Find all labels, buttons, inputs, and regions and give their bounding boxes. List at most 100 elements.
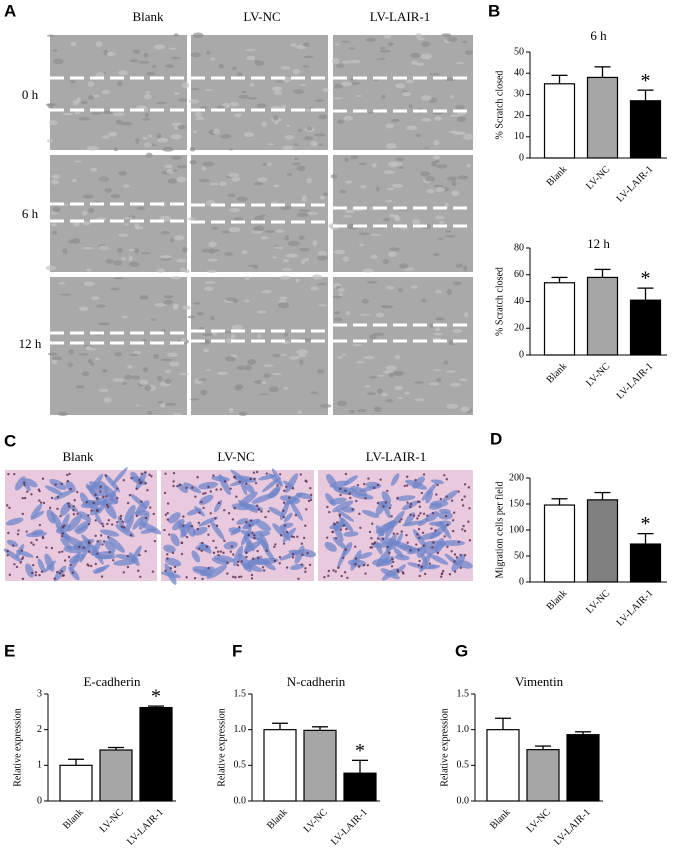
pore (116, 520, 119, 524)
cell (74, 160, 82, 163)
cell (204, 281, 216, 284)
pore (201, 577, 204, 581)
cell (279, 550, 302, 561)
cell (420, 171, 431, 177)
cell (302, 65, 310, 68)
pore (344, 472, 348, 476)
cell (362, 268, 374, 273)
pore (463, 483, 467, 486)
chart-title: E-cadherin (83, 674, 141, 689)
cell (310, 286, 319, 291)
y-tick-label: 200 (509, 472, 524, 483)
cell (432, 111, 444, 115)
pore (148, 473, 151, 476)
pore (207, 566, 210, 570)
chart-title: 6 h (590, 28, 607, 43)
x-tick-label: LV-NC (584, 164, 612, 192)
micrograph (187, 155, 329, 273)
image-bg (333, 277, 473, 415)
pore (443, 474, 446, 477)
cell (124, 223, 129, 226)
pore (214, 517, 217, 520)
cell (272, 256, 278, 259)
pore (94, 562, 97, 566)
cell (297, 212, 309, 218)
pore (200, 500, 203, 504)
pore (172, 484, 175, 488)
y-tick-label: 50 (514, 46, 524, 57)
pore (151, 570, 155, 573)
cell (345, 180, 353, 184)
pore (342, 556, 345, 559)
x-tick-label: LV-LAIR-1 (125, 807, 166, 848)
pore (386, 545, 389, 549)
cell (72, 99, 79, 106)
cell (325, 493, 336, 507)
pore (286, 530, 289, 534)
cell (322, 192, 329, 197)
cell (461, 40, 468, 44)
cell (359, 243, 364, 246)
cell (370, 254, 378, 259)
cell (156, 101, 167, 105)
cell (421, 41, 430, 48)
cell (234, 113, 242, 118)
pore (38, 523, 42, 527)
cell (420, 117, 432, 122)
pore (351, 508, 354, 511)
pore (191, 486, 194, 489)
cell (127, 364, 133, 369)
pore (99, 490, 102, 493)
cell (86, 268, 92, 272)
pore (30, 571, 34, 575)
cell (134, 223, 140, 229)
pore (173, 565, 177, 569)
pore (5, 504, 9, 507)
cell (45, 103, 58, 106)
pore (226, 572, 229, 575)
cell (382, 500, 391, 519)
cell (398, 166, 404, 170)
cell (271, 468, 283, 486)
cell (280, 66, 291, 70)
cell (156, 268, 166, 273)
pore (430, 527, 433, 530)
column-header: LV-NC (217, 449, 254, 464)
pore (467, 486, 471, 489)
cell (408, 104, 413, 108)
pore (326, 536, 329, 539)
pore (176, 484, 179, 488)
pore (262, 569, 266, 572)
pore (193, 577, 197, 580)
cell (268, 386, 279, 393)
cell (52, 356, 63, 361)
pore (122, 478, 125, 482)
pore (85, 500, 88, 504)
cell (443, 360, 449, 365)
cell (379, 46, 386, 50)
pore (149, 506, 152, 509)
cell (238, 491, 258, 507)
cell (37, 558, 46, 573)
pore (459, 553, 462, 557)
cell (253, 380, 264, 384)
pore (234, 576, 237, 579)
pore (209, 490, 212, 493)
cell (396, 396, 403, 400)
pore (418, 559, 421, 563)
pore (39, 501, 43, 504)
pore (144, 550, 147, 553)
cell (81, 100, 88, 105)
cell (49, 478, 67, 490)
cell (425, 511, 439, 522)
cell (361, 298, 369, 304)
pore (223, 508, 226, 512)
pore (390, 515, 393, 518)
cell (455, 105, 465, 110)
cell (402, 500, 419, 511)
pore (245, 551, 248, 554)
cell (298, 235, 305, 240)
cell (176, 176, 187, 183)
cell (72, 178, 78, 183)
cell (336, 547, 348, 570)
